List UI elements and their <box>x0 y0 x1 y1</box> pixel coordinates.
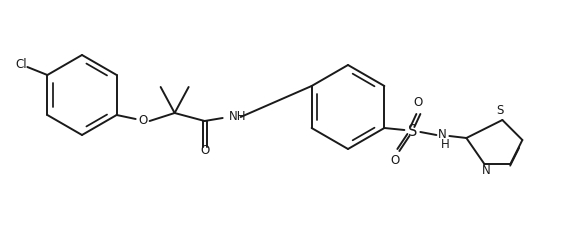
Text: Cl: Cl <box>16 58 27 72</box>
Text: O: O <box>391 155 400 167</box>
Text: O: O <box>138 115 147 128</box>
Text: N: N <box>438 128 447 142</box>
Text: NH: NH <box>229 110 246 124</box>
Text: O: O <box>414 97 423 110</box>
Text: O: O <box>200 144 209 158</box>
Text: S: S <box>497 104 504 117</box>
Text: H: H <box>441 139 450 151</box>
Text: S: S <box>408 124 417 140</box>
Text: N: N <box>482 164 491 178</box>
